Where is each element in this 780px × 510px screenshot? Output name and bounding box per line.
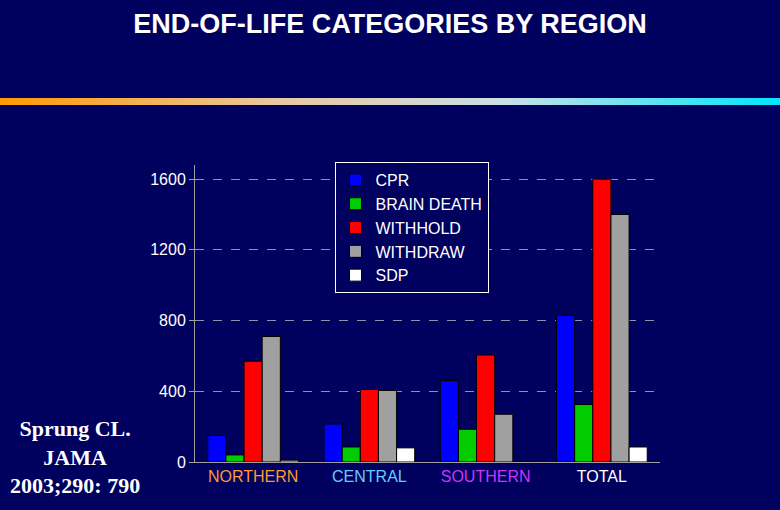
svg-text:WITHDRAW: WITHDRAW [376, 244, 466, 261]
svg-text:Sprung CL.JAMA2003;290: 790: Sprung CL.JAMA2003;290: 790 [10, 416, 140, 498]
svg-text:END-OF-LIFE CATEGORIES BY REGI: END-OF-LIFE CATEGORIES BY REGION [133, 9, 647, 39]
svg-text:SOUTHERN: SOUTHERN [441, 468, 531, 485]
svg-text:TOTAL: TOTAL [577, 468, 627, 485]
svg-text:CENTRAL: CENTRAL [332, 468, 407, 485]
svg-text:CPR: CPR [376, 172, 410, 189]
svg-text:0: 0 [177, 454, 186, 471]
svg-text:NORTHERN: NORTHERN [208, 468, 298, 485]
svg-text:1600: 1600 [150, 171, 186, 188]
svg-text:SDP: SDP [376, 267, 409, 284]
svg-text:1200: 1200 [150, 241, 186, 258]
svg-text:800: 800 [159, 312, 186, 329]
svg-text:400: 400 [159, 383, 186, 400]
svg-text:BRAIN DEATH: BRAIN DEATH [376, 196, 482, 213]
svg-text:WITHHOLD: WITHHOLD [376, 220, 461, 237]
